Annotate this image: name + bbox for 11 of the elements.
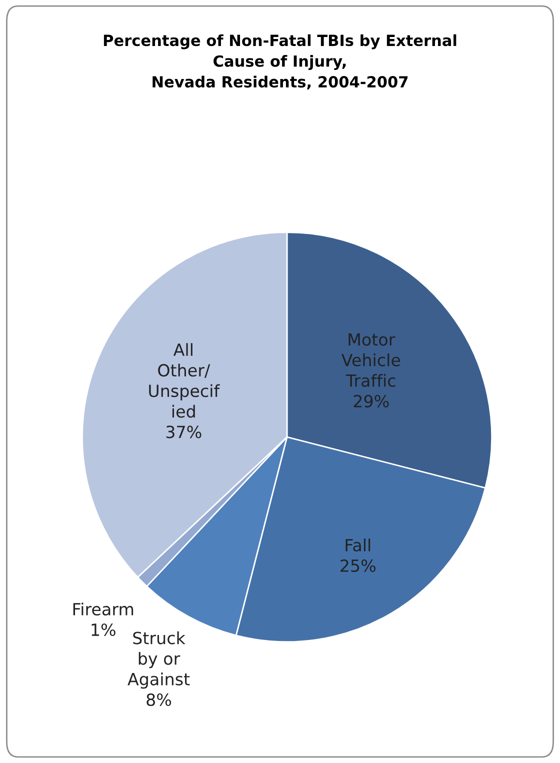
slice-label: Fall — [346, 538, 370, 552]
data-label: 29% — [354, 394, 389, 408]
slice-label: Struck by or Against — [128, 631, 190, 689]
data-label: 37% — [166, 426, 202, 438]
data-label: 25% — [340, 559, 376, 572]
data-label: 8% — [146, 693, 172, 706]
chart-title: Percentage of Non-Fatal TBIs by External Cause of Injury, Nevada Residents, 2004-2007 — [104, 34, 456, 90]
slice-label: Firearm — [73, 602, 134, 616]
slice-label: Motor Vehicle Traffic — [341, 333, 400, 387]
slice-label: All Other/ Unspecif ied — [149, 343, 220, 418]
data-label: 1% — [92, 623, 116, 636]
